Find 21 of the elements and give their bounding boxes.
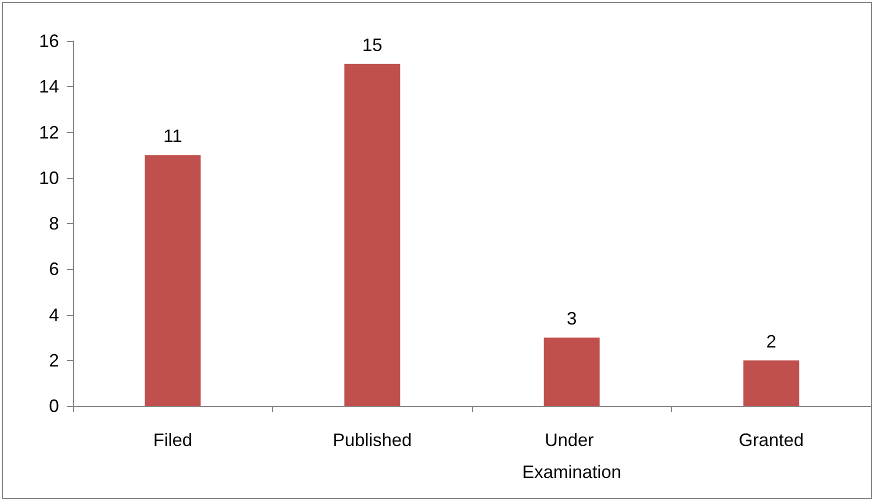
bar <box>144 155 201 406</box>
y-tick-label: 0 <box>48 396 59 416</box>
bar <box>743 360 800 406</box>
x-tick-label: Published <box>332 430 412 450</box>
bar <box>544 338 600 406</box>
y-tick-label: 2 <box>48 350 59 370</box>
y-tick-label: 8 <box>48 214 59 234</box>
data-label: 11 <box>163 126 182 146</box>
y-tick-label: 6 <box>48 259 59 280</box>
data-label: 2 <box>766 331 776 352</box>
x-tick-label: Under Examination <box>522 430 622 482</box>
y-tick-label: 16 <box>38 31 59 51</box>
y-tick-label: 4 <box>48 304 59 325</box>
y-tick-label: 14 <box>38 76 59 97</box>
x-tick-label: Granted <box>738 430 804 450</box>
y-tick-label: 12 <box>38 122 59 142</box>
bar <box>344 64 400 406</box>
data-label: 15 <box>362 34 382 55</box>
data-label: 3 <box>566 308 577 329</box>
x-tick-label: Filed <box>153 430 192 450</box>
y-tick-label: 10 <box>38 168 59 188</box>
